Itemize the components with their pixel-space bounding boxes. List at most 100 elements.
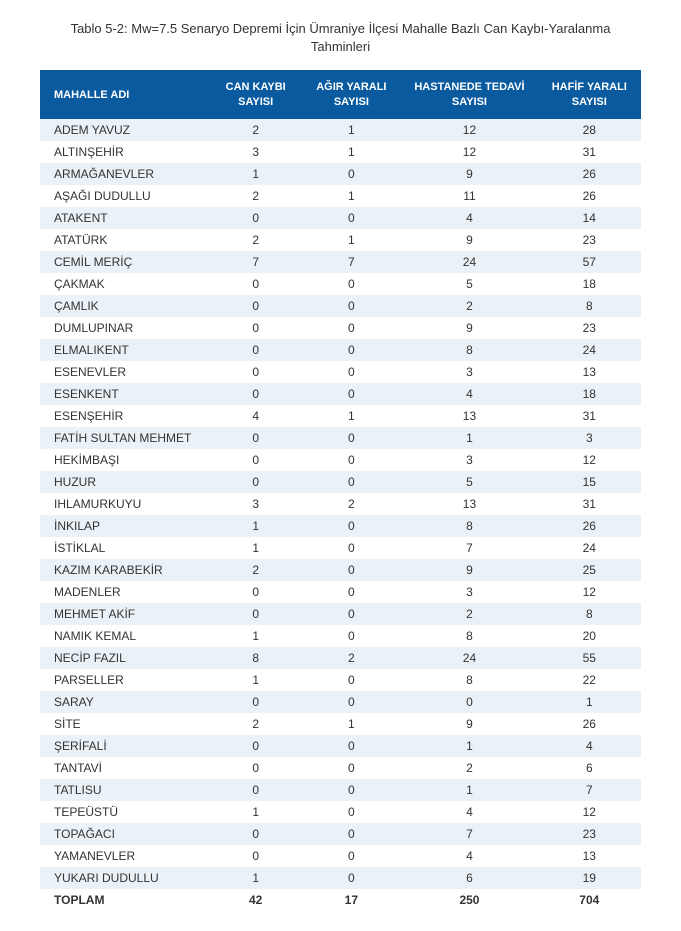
row-value-cell: 0 <box>210 295 301 317</box>
row-value-cell: 0 <box>210 603 301 625</box>
row-value-cell: 2 <box>401 295 537 317</box>
row-value-cell: 2 <box>210 713 301 735</box>
row-value-cell: 0 <box>301 273 401 295</box>
row-value-cell: 0 <box>301 801 401 823</box>
row-value-cell: 9 <box>401 559 537 581</box>
table-caption: Tablo 5-2: Mw=7.5 Senaryo Depremi İçin Ü… <box>40 20 641 56</box>
row-value-cell: 0 <box>301 691 401 713</box>
row-value-cell: 8 <box>210 647 301 669</box>
row-value-cell: 18 <box>538 273 641 295</box>
row-value-cell: 24 <box>538 339 641 361</box>
row-value-cell: 0 <box>301 625 401 647</box>
row-value-cell: 8 <box>538 295 641 317</box>
table-row: ALTINŞEHİR311231 <box>40 141 641 163</box>
row-value-cell: 0 <box>301 427 401 449</box>
row-value-cell: 0 <box>301 163 401 185</box>
row-value-cell: 2 <box>301 493 401 515</box>
table-header: MAHALLE ADICAN KAYBI SAYISIAĞIR YARALI S… <box>40 70 641 119</box>
table-row: İNKILAP10826 <box>40 515 641 537</box>
row-value-cell: 3 <box>401 361 537 383</box>
col-header: HASTANEDE TEDAVİ SAYISI <box>401 70 537 119</box>
row-value-cell: 9 <box>401 713 537 735</box>
row-name-cell: ŞERİFALİ <box>40 735 210 757</box>
table-row: AŞAĞI DUDULLU211126 <box>40 185 641 207</box>
row-value-cell: 24 <box>401 647 537 669</box>
row-value-cell: 24 <box>401 251 537 273</box>
col-header: AĞIR YARALI SAYISI <box>301 70 401 119</box>
row-value-cell: 24 <box>538 537 641 559</box>
row-name-cell: KAZIM KARABEKİR <box>40 559 210 581</box>
row-name-cell: YUKARI DUDULLU <box>40 867 210 889</box>
row-value-cell: 0 <box>301 471 401 493</box>
table-row: ELMALIKENT00824 <box>40 339 641 361</box>
row-value-cell: 1 <box>210 163 301 185</box>
row-value-cell: 2 <box>210 559 301 581</box>
row-name-cell: SİTE <box>40 713 210 735</box>
row-value-cell: 2 <box>210 229 301 251</box>
table-row: ESENKENT00418 <box>40 383 641 405</box>
row-value-cell: 2 <box>210 185 301 207</box>
row-value-cell: 28 <box>538 119 641 141</box>
row-name-cell: ELMALIKENT <box>40 339 210 361</box>
row-value-cell: 0 <box>210 757 301 779</box>
table-row: TANTAVİ0026 <box>40 757 641 779</box>
row-value-cell: 12 <box>401 141 537 163</box>
row-value-cell: 1 <box>210 867 301 889</box>
row-name-cell: HEKİMBAŞI <box>40 449 210 471</box>
row-value-cell: 2 <box>301 647 401 669</box>
row-value-cell: 0 <box>301 581 401 603</box>
row-value-cell: 0 <box>301 867 401 889</box>
row-value-cell: 0 <box>301 669 401 691</box>
table-row: TOPAĞACI00723 <box>40 823 641 845</box>
row-name-cell: MADENLER <box>40 581 210 603</box>
row-value-cell: 12 <box>538 581 641 603</box>
row-name-cell: YAMANEVLER <box>40 845 210 867</box>
row-value-cell: 31 <box>538 405 641 427</box>
row-value-cell: 4 <box>401 383 537 405</box>
row-value-cell: 0 <box>210 581 301 603</box>
row-value-cell: 0 <box>210 823 301 845</box>
row-value-cell: 2 <box>401 757 537 779</box>
row-value-cell: 5 <box>401 273 537 295</box>
row-value-cell: 3 <box>401 449 537 471</box>
col-header: CAN KAYBI SAYISI <box>210 70 301 119</box>
row-value-cell: 0 <box>301 515 401 537</box>
table-body: ADEM YAVUZ211228ALTINŞEHİR311231ARMAĞANE… <box>40 119 641 911</box>
row-name-cell: DUMLUPINAR <box>40 317 210 339</box>
row-value-cell: 1 <box>210 801 301 823</box>
row-value-cell: 0 <box>301 845 401 867</box>
row-value-cell: 13 <box>401 405 537 427</box>
row-name-cell: NECİP FAZIL <box>40 647 210 669</box>
row-value-cell: 5 <box>401 471 537 493</box>
row-value-cell: 9 <box>401 317 537 339</box>
col-header: HAFİF YARALI SAYISI <box>538 70 641 119</box>
row-value-cell: 4 <box>401 845 537 867</box>
row-value-cell: 7 <box>210 251 301 273</box>
row-value-cell: 20 <box>538 625 641 647</box>
row-name-cell: İSTİKLAL <box>40 537 210 559</box>
table-row: ESENŞEHİR411331 <box>40 405 641 427</box>
table-row: ADEM YAVUZ211228 <box>40 119 641 141</box>
row-name-cell: ADEM YAVUZ <box>40 119 210 141</box>
row-value-cell: 6 <box>401 867 537 889</box>
row-name-cell: TOPAĞACI <box>40 823 210 845</box>
row-value-cell: 4 <box>210 405 301 427</box>
row-value-cell: 12 <box>538 449 641 471</box>
table-row: DUMLUPINAR00923 <box>40 317 641 339</box>
row-value-cell: 0 <box>301 735 401 757</box>
table-row: SARAY0001 <box>40 691 641 713</box>
table-row: İSTİKLAL10724 <box>40 537 641 559</box>
row-value-cell: 0 <box>210 361 301 383</box>
row-value-cell: 0 <box>301 779 401 801</box>
table-row: HEKİMBAŞI00312 <box>40 449 641 471</box>
row-value-cell: 1 <box>538 691 641 713</box>
row-name-cell: CEMİL MERİÇ <box>40 251 210 273</box>
row-value-cell: 0 <box>210 471 301 493</box>
row-value-cell: 3 <box>401 581 537 603</box>
row-name-cell: ESENŞEHİR <box>40 405 210 427</box>
table-row: MEHMET AKİF0028 <box>40 603 641 625</box>
row-name-cell: MEHMET AKİF <box>40 603 210 625</box>
data-table: MAHALLE ADICAN KAYBI SAYISIAĞIR YARALI S… <box>40 70 641 911</box>
total-value-cell: 17 <box>301 889 401 911</box>
row-value-cell: 0 <box>301 537 401 559</box>
